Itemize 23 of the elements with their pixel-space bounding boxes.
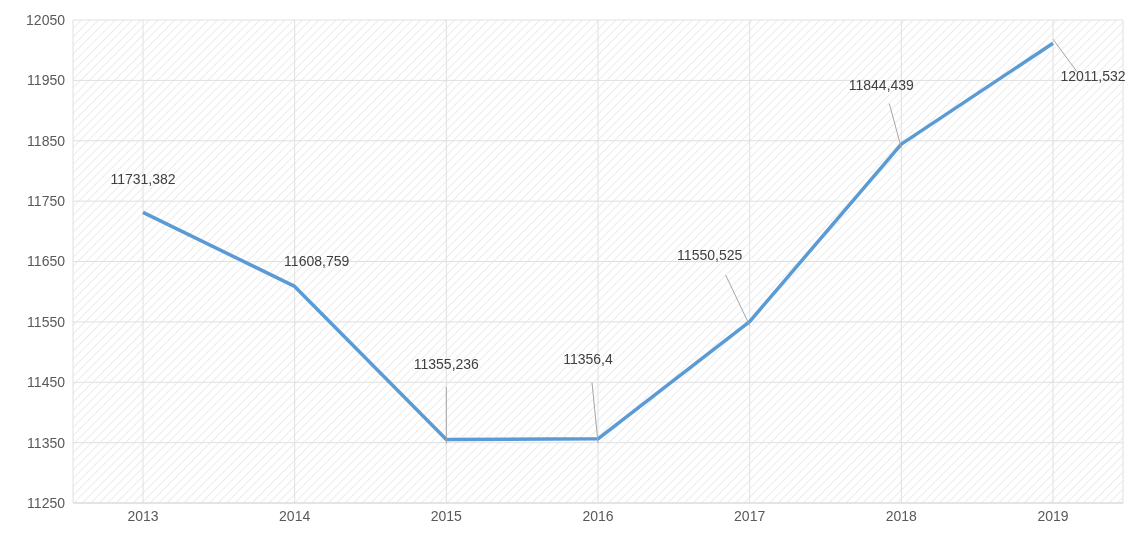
x-tick-label: 2017 [734, 507, 766, 524]
y-tick-label: 12050 [26, 11, 66, 28]
data-label: 11355,236 [413, 356, 480, 373]
y-tick-label: 11650 [27, 253, 66, 270]
y-tick-label: 11350 [27, 434, 66, 451]
data-label: 11356,4 [563, 350, 613, 367]
data-label: 12011,532 [1060, 68, 1126, 85]
data-label: 11844,439 [848, 77, 915, 94]
x-tick-label: 2018 [885, 507, 918, 524]
x-tick-label: 2014 [279, 507, 311, 524]
y-tick-label: 11750 [27, 193, 66, 210]
y-tick-label: 11550 [27, 313, 66, 330]
x-tick-label: 2016 [582, 507, 614, 524]
y-tick-label: 11850 [27, 132, 66, 149]
y-tick-label: 11950 [27, 72, 66, 89]
y-tick-label: 11450 [27, 374, 66, 391]
data-label: 11608,759 [284, 253, 350, 270]
x-tick-label: 2013 [127, 507, 159, 524]
x-tick-label: 2019 [1037, 507, 1069, 524]
x-tick-label: 2015 [430, 507, 463, 524]
data-label: 11731,382 [110, 171, 176, 188]
y-tick-label: 11250 [27, 494, 66, 511]
data-label: 11550,525 [677, 246, 743, 263]
